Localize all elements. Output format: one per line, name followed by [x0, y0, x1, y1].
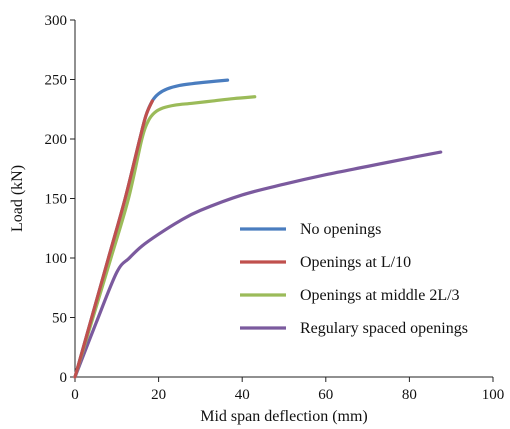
y-tick-label: 150 — [45, 192, 68, 208]
series-group — [73, 78, 443, 379]
x-tick-label: 0 — [71, 387, 79, 403]
series-line-3 — [73, 150, 443, 379]
y-axis-title: Load (kN) — [9, 165, 26, 232]
legend: No openings Openings at L/10 Openings at m… — [240, 221, 468, 337]
series-line-0 — [73, 78, 230, 379]
x-axis-title: Mid span deflection (mm) — [200, 408, 368, 425]
y-tick-label: 100 — [45, 251, 68, 267]
x-tick-label: 20 — [151, 387, 166, 403]
y-tick-label: 0 — [60, 370, 68, 386]
legend-label-3: Regulary spaced openings — [300, 320, 468, 337]
x-tick-label: 100 — [482, 387, 505, 403]
ticks: 0 20 40 60 80 100 0 50 100 150 200 250 300 — [45, 13, 505, 403]
y-tick-label: 50 — [52, 311, 67, 327]
series-line-2 — [73, 95, 257, 379]
y-tick-label: 200 — [45, 132, 68, 148]
x-tick-label: 80 — [402, 387, 417, 403]
legend-label-2: Openings at middle 2L/3 — [300, 287, 460, 304]
series-line-1 — [73, 99, 154, 379]
legend-label-0: No openings — [300, 221, 381, 238]
x-tick-label: 60 — [318, 387, 333, 403]
y-tick-label: 250 — [45, 73, 68, 89]
x-tick-label: 40 — [235, 387, 250, 403]
y-tick-label: 300 — [45, 13, 68, 29]
legend-label-1: Openings at L/10 — [300, 254, 411, 271]
